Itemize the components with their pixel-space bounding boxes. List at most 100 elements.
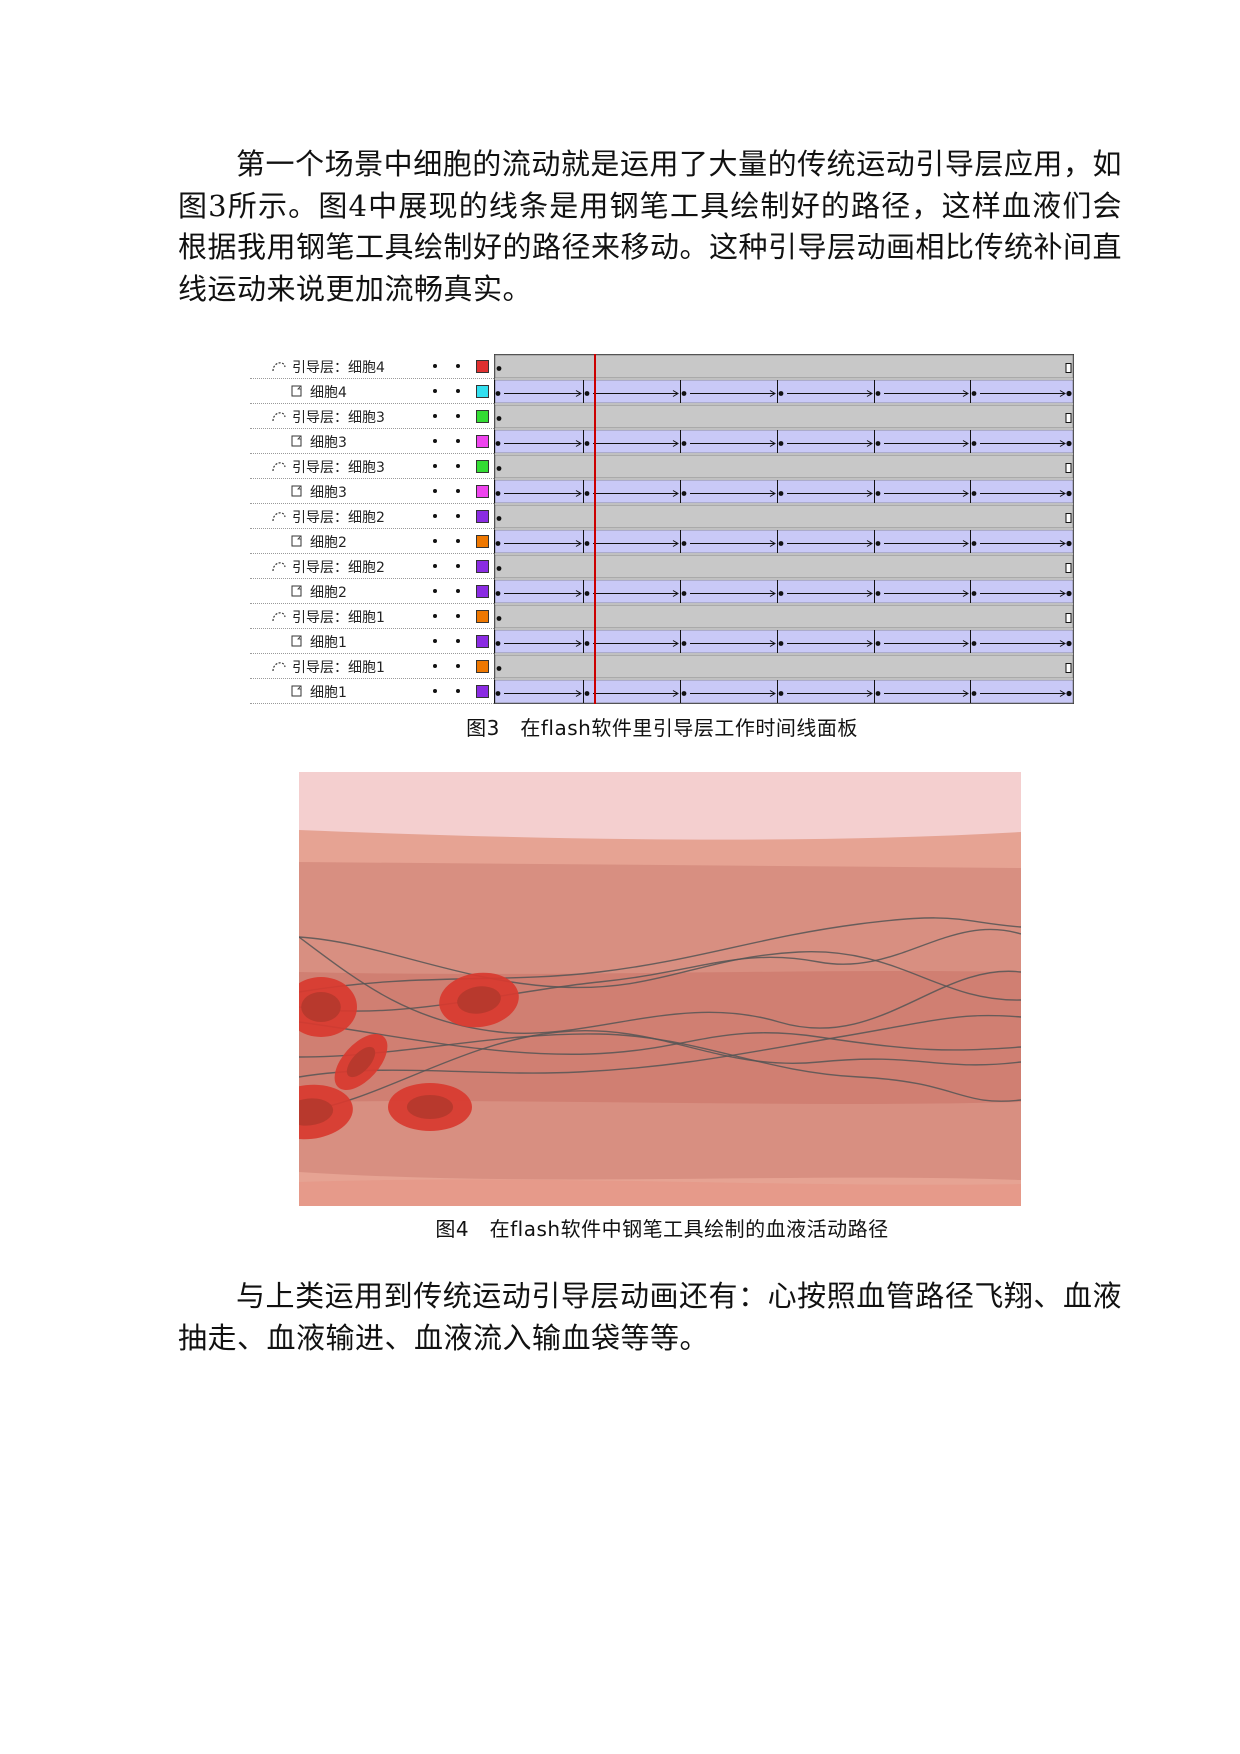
- motion-guide-icon: [272, 462, 286, 472]
- lock-toggle[interactable]: [456, 514, 460, 518]
- lock-toggle[interactable]: [456, 489, 460, 493]
- outline-color-swatch[interactable]: [476, 485, 489, 498]
- red-blood-cell: [299, 1084, 353, 1140]
- layer-name: 细胞1: [310, 635, 347, 651]
- motion-guide-icon: [272, 612, 286, 622]
- guide-layer-row[interactable]: 引导层：细胞3: [250, 454, 494, 479]
- intro-paragraph: 第一个场景中细胞的流动就是运用了大量的传统运动引导层应用，如图3所示。图4中展现…: [178, 147, 1123, 306]
- keyframe-dot: [495, 691, 501, 696]
- layer-page-icon: [291, 485, 302, 497]
- keyframe-dot: [495, 591, 501, 596]
- guide-path-line: [299, 1014, 1021, 1078]
- outline-color-swatch[interactable]: [476, 535, 489, 548]
- frame-track: [494, 554, 1074, 579]
- visibility-toggle[interactable]: [433, 364, 437, 368]
- outline-color-swatch[interactable]: [476, 660, 489, 673]
- keyframe-dot: [681, 641, 687, 646]
- guide-layer-row[interactable]: 引导层：细胞1: [250, 604, 494, 629]
- figure3-caption: 图3 在flash软件里引导层工作时间线面板: [466, 716, 858, 740]
- guided-layer-row[interactable]: 细胞1: [250, 679, 494, 704]
- keyframe-dot: [496, 466, 502, 471]
- layer-page-icon: [291, 385, 302, 397]
- red-blood-cell: [388, 1083, 472, 1131]
- visibility-toggle[interactable]: [433, 389, 437, 393]
- keyframe-dot: [875, 591, 881, 596]
- end-frame-marker: [1065, 563, 1072, 573]
- keyframe-dot: [778, 491, 784, 496]
- red-blood-cell: [439, 972, 519, 1028]
- guide-layer-row[interactable]: 引导层：细胞2: [250, 554, 494, 579]
- vessel-bottom-edge: [299, 1179, 1021, 1206]
- outline-color-swatch[interactable]: [476, 560, 489, 573]
- keyframe-dot: [778, 591, 784, 596]
- frame-track: [494, 379, 1074, 404]
- layer-name: 引导层：细胞2: [292, 560, 385, 576]
- keyframe-dot: [681, 491, 687, 496]
- keyframe-dot: [496, 416, 502, 421]
- outline-color-swatch[interactable]: [476, 685, 489, 698]
- lock-toggle[interactable]: [456, 614, 460, 618]
- outline-color-swatch[interactable]: [476, 385, 489, 398]
- guided-layer-row[interactable]: 细胞4: [250, 379, 494, 404]
- lock-toggle[interactable]: [456, 414, 460, 418]
- guide-layer-row[interactable]: 引导层：细胞3: [250, 404, 494, 429]
- lock-toggle[interactable]: [456, 589, 460, 593]
- lock-toggle[interactable]: [456, 439, 460, 443]
- outline-color-swatch[interactable]: [476, 610, 489, 623]
- visibility-toggle[interactable]: [433, 539, 437, 543]
- keyframe-dot: [681, 541, 687, 546]
- keyframe-dot: [584, 591, 590, 596]
- guide-path-line: [299, 1021, 1021, 1055]
- guide-layer-row[interactable]: 引导层：细胞4: [250, 354, 494, 379]
- lock-toggle[interactable]: [456, 664, 460, 668]
- visibility-toggle[interactable]: [433, 414, 437, 418]
- frame-track: [494, 429, 1074, 454]
- lock-toggle[interactable]: [456, 464, 460, 468]
- keyframe-dot: [584, 691, 590, 696]
- lock-toggle[interactable]: [456, 564, 460, 568]
- outline-color-swatch[interactable]: [476, 585, 489, 598]
- guide-layer-row[interactable]: 引导层：细胞1: [250, 654, 494, 679]
- visibility-toggle[interactable]: [433, 639, 437, 643]
- visibility-toggle[interactable]: [433, 514, 437, 518]
- visibility-toggle[interactable]: [433, 689, 437, 693]
- lock-toggle[interactable]: [456, 364, 460, 368]
- keyframe-dot: [875, 441, 881, 446]
- outline-color-swatch[interactable]: [476, 360, 489, 373]
- keyframe-dot: [1066, 590, 1072, 597]
- lock-toggle[interactable]: [456, 539, 460, 543]
- guide-layer-row[interactable]: 引导层：细胞2: [250, 504, 494, 529]
- guided-layer-row[interactable]: 细胞3: [250, 479, 494, 504]
- outline-color-swatch[interactable]: [476, 435, 489, 448]
- visibility-toggle[interactable]: [433, 589, 437, 593]
- guided-layer-row[interactable]: 细胞1: [250, 629, 494, 654]
- visibility-toggle[interactable]: [433, 664, 437, 668]
- keyframe-dot: [496, 516, 502, 521]
- outline-color-swatch[interactable]: [476, 460, 489, 473]
- keyframe-dot: [496, 566, 502, 571]
- keyframe-dot: [875, 641, 881, 646]
- lock-toggle[interactable]: [456, 689, 460, 693]
- guided-layer-row[interactable]: 细胞2: [250, 579, 494, 604]
- visibility-toggle[interactable]: [433, 489, 437, 493]
- keyframe-dot: [681, 441, 687, 446]
- visibility-toggle[interactable]: [433, 564, 437, 568]
- outline-color-swatch[interactable]: [476, 410, 489, 423]
- visibility-toggle[interactable]: [433, 439, 437, 443]
- frame-track: [494, 679, 1074, 704]
- guided-layer-row[interactable]: 细胞2: [250, 529, 494, 554]
- outline-color-swatch[interactable]: [476, 510, 489, 523]
- layer-name: 引导层：细胞1: [292, 610, 385, 626]
- frame-track: [494, 629, 1074, 654]
- visibility-toggle[interactable]: [433, 614, 437, 618]
- lock-toggle[interactable]: [456, 389, 460, 393]
- visibility-toggle[interactable]: [433, 464, 437, 468]
- outline-color-swatch[interactable]: [476, 635, 489, 648]
- lock-toggle[interactable]: [456, 639, 460, 643]
- end-frame-marker: [1065, 513, 1072, 523]
- keyframe-dot: [875, 391, 881, 396]
- keyframe-dot: [681, 691, 687, 696]
- guided-layer-row[interactable]: 细胞3: [250, 429, 494, 454]
- layer-name: 细胞2: [310, 585, 347, 601]
